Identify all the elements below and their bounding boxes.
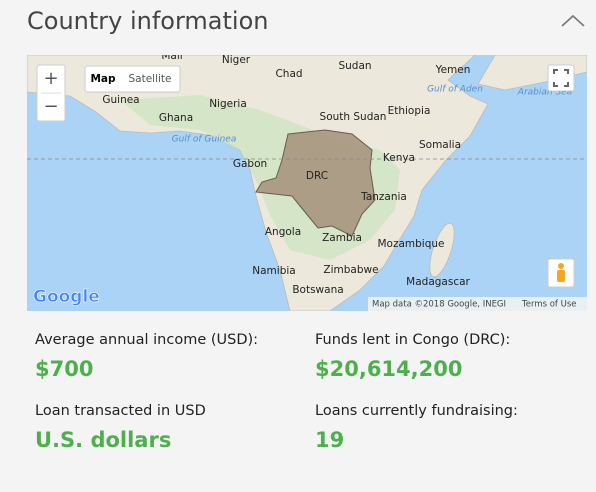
- map-label: Ghana: [159, 112, 193, 124]
- stat-value: $700: [35, 357, 93, 381]
- drc-region[interactable]: [255, 129, 376, 237]
- map-label: Niger: [222, 54, 251, 66]
- map-label: Zimbabwe: [323, 264, 378, 276]
- stat-label: Loans currently fundraising:: [315, 403, 518, 419]
- stat-value: U.S. dollars: [35, 428, 171, 452]
- map-label: Angola: [265, 226, 301, 238]
- attribution-bar: [368, 297, 587, 311]
- zoom-in[interactable]: +: [43, 68, 58, 89]
- pegman-head: [558, 263, 564, 269]
- madagascar: [429, 222, 455, 278]
- title: Country information: [27, 7, 269, 35]
- stat-label: Funds lent in Congo (DRC):: [315, 332, 510, 348]
- map-label: Mozambique: [377, 238, 444, 250]
- map-label: Nigeria: [209, 98, 247, 110]
- collapse-toggle[interactable]: [561, 14, 585, 27]
- map-label: Tanzania: [360, 191, 407, 203]
- map-type-control: [84, 65, 181, 93]
- zoom-out[interactable]: −: [43, 96, 58, 117]
- map-label: Somalia: [419, 139, 461, 151]
- stat-label: Average annual income (USD):: [35, 332, 258, 348]
- map-button[interactable]: Map: [90, 73, 116, 85]
- map-label: Yemen: [435, 64, 471, 76]
- map-label: Kenya: [383, 152, 415, 164]
- arabia: [477, 55, 587, 91]
- map-label: Namibia: [252, 265, 295, 277]
- fullscreen-icon: [553, 69, 569, 87]
- map-label: South Sudan: [320, 111, 387, 123]
- map-label: Madagascar: [406, 276, 470, 288]
- map-label: DRC: [306, 170, 328, 182]
- map-label: Zambia: [322, 232, 362, 244]
- google-logo: Google: [33, 287, 100, 307]
- satellite-button[interactable]: Satellite: [128, 73, 171, 85]
- map-label: Ethiopia: [388, 105, 431, 117]
- water-label: Arabian Sea: [517, 88, 572, 98]
- attribution: Map data ©2018 Google, INEGI: [372, 300, 506, 310]
- map[interactable]: Mali Niger Chad Sudan Yemen Guinea Niger…: [27, 50, 587, 311]
- terms-link[interactable]: Terms of Use: [521, 300, 577, 310]
- fullscreen-button[interactable]: [547, 64, 575, 92]
- pegman-body: [557, 270, 565, 282]
- stat-value: 19: [315, 428, 344, 452]
- map-label: Sudan: [338, 60, 371, 72]
- map-label: Chad: [275, 68, 302, 80]
- water-label: Gulf of Guinea: [172, 135, 237, 145]
- stat-value: $20,614,200: [315, 357, 462, 381]
- map-label: Botswana: [292, 284, 343, 296]
- map-label: Mali: [161, 50, 182, 62]
- map-label: Guinea: [102, 94, 139, 106]
- map-label: Gabon: [233, 158, 267, 170]
- water-label: Gulf of Aden: [427, 85, 483, 95]
- stat-label: Loan transacted in USD: [35, 403, 206, 419]
